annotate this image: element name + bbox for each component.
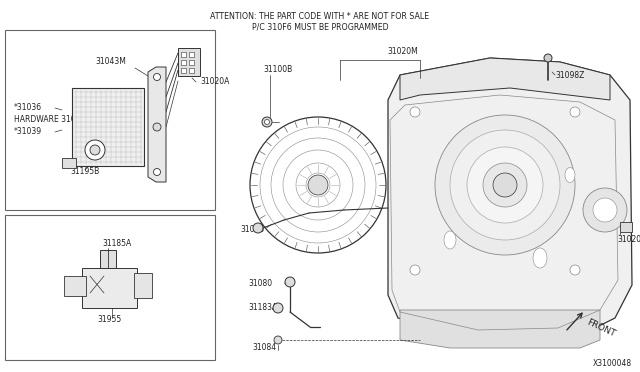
Circle shape xyxy=(253,223,263,233)
Bar xyxy=(189,60,194,65)
Circle shape xyxy=(483,163,527,207)
Text: 31183A: 31183A xyxy=(248,304,277,312)
Circle shape xyxy=(154,74,161,80)
Text: 31084: 31084 xyxy=(252,343,276,353)
Bar xyxy=(62,158,76,168)
Circle shape xyxy=(493,173,517,197)
Text: HARDWARE 310F6: HARDWARE 310F6 xyxy=(14,115,85,125)
Circle shape xyxy=(544,54,552,62)
Circle shape xyxy=(410,107,420,117)
Text: 31100B: 31100B xyxy=(263,65,292,74)
Ellipse shape xyxy=(444,231,456,249)
Circle shape xyxy=(154,169,161,176)
Polygon shape xyxy=(148,67,166,182)
Bar xyxy=(64,276,86,296)
Bar xyxy=(100,250,116,268)
Circle shape xyxy=(583,188,627,232)
Circle shape xyxy=(273,303,283,313)
Bar xyxy=(189,52,194,57)
Ellipse shape xyxy=(565,167,575,183)
Text: 31020M: 31020M xyxy=(387,48,418,57)
Bar xyxy=(620,222,632,232)
Text: FRONT: FRONT xyxy=(585,317,616,339)
Bar xyxy=(5,215,215,360)
Circle shape xyxy=(570,107,580,117)
Text: ATTENTION: THE PART CODE WITH * ARE NOT FOR SALE: ATTENTION: THE PART CODE WITH * ARE NOT … xyxy=(211,12,429,21)
Bar xyxy=(178,48,200,76)
Polygon shape xyxy=(388,58,632,340)
Circle shape xyxy=(153,123,161,131)
Circle shape xyxy=(410,265,420,275)
Bar xyxy=(181,68,186,73)
Circle shape xyxy=(593,198,617,222)
Text: 31185A: 31185A xyxy=(102,238,131,247)
Circle shape xyxy=(308,175,328,195)
Bar xyxy=(5,30,215,210)
Bar xyxy=(181,52,186,57)
Text: *31036: *31036 xyxy=(14,103,42,112)
Ellipse shape xyxy=(533,248,547,268)
Text: 31086: 31086 xyxy=(240,225,264,234)
Text: 31043M: 31043M xyxy=(95,58,126,67)
Circle shape xyxy=(570,265,580,275)
Text: 31080: 31080 xyxy=(248,279,272,288)
Bar xyxy=(189,68,194,73)
Text: 31195B: 31195B xyxy=(70,167,99,176)
Polygon shape xyxy=(400,58,610,100)
Bar xyxy=(82,268,137,308)
Circle shape xyxy=(467,147,543,223)
Circle shape xyxy=(250,117,386,253)
Circle shape xyxy=(85,140,105,160)
Bar xyxy=(134,273,152,298)
Text: 31955: 31955 xyxy=(97,315,121,324)
Bar xyxy=(181,60,186,65)
Circle shape xyxy=(435,115,575,255)
Circle shape xyxy=(285,277,295,287)
Text: 31098Z: 31098Z xyxy=(555,71,584,80)
Circle shape xyxy=(274,336,282,344)
Text: 31020A: 31020A xyxy=(617,235,640,244)
Circle shape xyxy=(264,119,269,125)
Circle shape xyxy=(450,130,560,240)
Polygon shape xyxy=(400,310,600,348)
Text: 31020A: 31020A xyxy=(200,77,229,87)
Circle shape xyxy=(262,117,272,127)
Bar xyxy=(72,88,144,166)
Text: P/C 310F6 MUST BE PROGRAMMED: P/C 310F6 MUST BE PROGRAMMED xyxy=(252,22,388,31)
Circle shape xyxy=(90,145,100,155)
Text: X3100048: X3100048 xyxy=(593,359,632,368)
Text: *31039: *31039 xyxy=(14,128,42,137)
